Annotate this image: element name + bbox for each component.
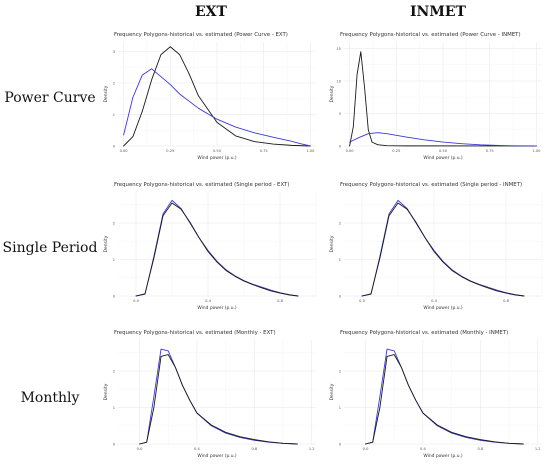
x-tick-label: 0.0	[363, 447, 369, 451]
series-line-1	[139, 348, 298, 445]
y-tick-label: 5	[339, 112, 341, 116]
chart-title: Frequency Polygons-historical vs. estima…	[340, 330, 508, 336]
y-tick-label: 1	[113, 258, 115, 262]
y-tick-label: 2	[339, 221, 341, 225]
row-header-single-period: Single Period	[2, 240, 98, 256]
density-chart-4: Frequency Polygons-historical vs. estima…	[329, 182, 543, 311]
y-tick-label: 1	[339, 258, 341, 262]
x-tick-label: 1.2	[535, 447, 541, 451]
series-line-2	[361, 202, 525, 297]
y-axis-label: Density	[103, 235, 109, 252]
y-axis-label: Density	[329, 85, 335, 102]
series-line-1	[349, 51, 537, 147]
x-tick-label: 0.25	[392, 149, 400, 153]
series-line-2	[365, 354, 524, 445]
x-tick-label: 0.4	[194, 447, 200, 451]
column-header-ext: EXT	[195, 4, 227, 20]
x-tick-label: 0.4	[205, 299, 211, 303]
x-tick-label: 0.25	[166, 149, 174, 153]
series-line-2	[123, 68, 311, 147]
x-tick-label: 0.50	[213, 149, 222, 153]
y-tick-label: 0	[113, 294, 116, 298]
x-tick-label: 0.00	[120, 149, 129, 153]
row-header-monthly: Monthly	[20, 390, 80, 406]
chart-title: Frequency Polygons-historical vs. estima…	[340, 32, 521, 38]
y-axis-label: Density	[329, 235, 335, 252]
grid-lines	[344, 340, 542, 445]
density-chart-3: Frequency Polygons-historical vs. estima…	[103, 182, 317, 311]
x-axis-label: Wind power (p.u.)	[197, 155, 236, 161]
chart-title: Frequency Polygons-historical vs. estima…	[114, 330, 276, 336]
series-line-1	[123, 46, 311, 147]
x-axis-label: Wind power (p.u.)	[197, 305, 236, 311]
y-tick-label: 1	[113, 406, 115, 410]
column-header-inmet: INMET	[410, 4, 466, 20]
grid-lines	[344, 192, 543, 297]
x-axis-label: Wind power (p.u.)	[197, 453, 236, 459]
x-tick-label: 1.00	[306, 149, 315, 153]
x-tick-label: 0.8	[251, 447, 257, 451]
x-tick-label: 0.0	[137, 447, 143, 451]
y-axis-label: Density	[103, 85, 109, 102]
chart-title: Frequency Polygons-historical vs. estima…	[114, 32, 288, 38]
x-tick-label: 1.2	[309, 447, 315, 451]
y-tick-label: 15	[336, 47, 341, 51]
y-tick-label: 0	[113, 144, 116, 148]
x-tick-label: 0.00	[346, 149, 355, 153]
series-line-2	[349, 132, 537, 147]
series-line-1	[361, 199, 525, 297]
y-tick-label: 1	[113, 113, 115, 117]
x-axis-label: Wind power (p.u.)	[423, 305, 462, 311]
y-tick-label: 2	[113, 221, 115, 225]
chart-title: Frequency Polygons-historical vs. estima…	[340, 182, 522, 188]
grid-lines	[344, 42, 542, 147]
density-chart-5: Frequency Polygons-historical vs. estima…	[103, 330, 316, 459]
x-tick-label: 0.0	[133, 299, 139, 303]
series-line-2	[135, 202, 299, 297]
grid-lines	[118, 192, 317, 297]
x-tick-label: 0.8	[503, 299, 509, 303]
series-line-1	[135, 199, 299, 297]
series-line-2	[139, 354, 298, 445]
y-tick-label: 0	[339, 442, 342, 446]
y-tick-label: 2	[339, 369, 341, 373]
grid-lines	[118, 340, 316, 445]
y-tick-label: 10	[336, 79, 341, 83]
y-tick-label: 0	[113, 442, 116, 446]
x-tick-label: 0.0	[359, 299, 365, 303]
x-axis-label: Wind power (p.u.)	[423, 155, 462, 161]
x-tick-label: 0.4	[420, 447, 426, 451]
x-tick-label: 0.4	[431, 299, 437, 303]
x-tick-label: 0.8	[277, 299, 283, 303]
x-tick-label: 0.50	[439, 149, 448, 153]
y-tick-label: 1	[339, 406, 341, 410]
density-chart-6: Frequency Polygons-historical vs. estima…	[329, 330, 542, 459]
x-tick-label: 1.00	[532, 149, 541, 153]
y-tick-label: 2	[113, 369, 115, 373]
x-tick-label: 0.75	[260, 149, 268, 153]
x-tick-label: 0.75	[486, 149, 494, 153]
row-header-power-curve: Power Curve	[4, 90, 96, 106]
chart-title: Frequency Polygons-historical vs. estima…	[114, 182, 289, 188]
y-tick-label: 0	[339, 294, 342, 298]
y-axis-label: Density	[103, 383, 109, 400]
y-axis-label: Density	[329, 383, 335, 400]
x-axis-label: Wind power (p.u.)	[423, 453, 462, 459]
series-line-1	[365, 348, 524, 445]
y-tick-label: 0	[339, 144, 342, 148]
density-chart-1: Frequency Polygons-historical vs. estima…	[103, 32, 316, 161]
y-tick-label: 2	[113, 81, 115, 85]
density-chart-2: Frequency Polygons-historical vs. estima…	[329, 32, 542, 161]
y-tick-label: 3	[113, 50, 115, 54]
x-tick-label: 0.8	[477, 447, 483, 451]
